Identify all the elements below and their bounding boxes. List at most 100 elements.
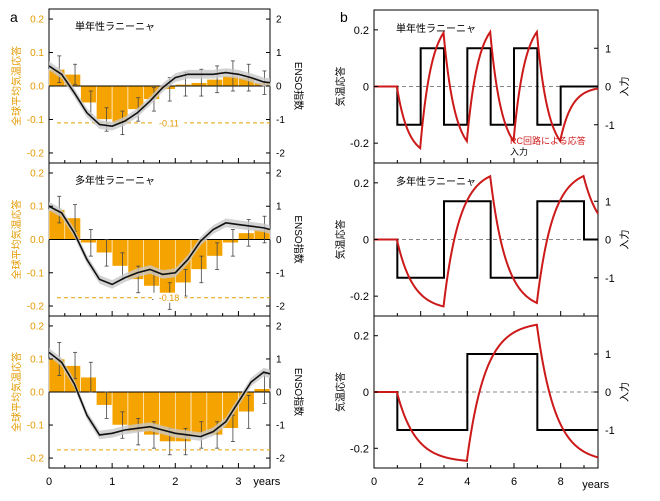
y2-tick-label: -1 [276, 115, 285, 126]
y-axis-title: 全球平均気温応答 [10, 200, 23, 280]
y2-tick-label: 0 [605, 235, 611, 247]
y2-tick-label: -1 [605, 425, 615, 437]
y-tick-label: 0.0 [30, 82, 44, 93]
enso-line [48, 65, 271, 127]
x-axis-title: years [582, 479, 609, 491]
bar [96, 85, 113, 120]
y-tick-label: 0.2 [354, 331, 369, 343]
y2-tick-label: 1 [605, 349, 611, 361]
y2-axis-title: ENSO指数 [292, 62, 305, 110]
legend-rc-label: RC回路による応答 [510, 135, 586, 146]
y2-axis-title: 入力 [618, 230, 631, 250]
reference-label-bg [153, 292, 185, 303]
y2-tick-label: -1 [605, 120, 615, 132]
bar [190, 391, 208, 436]
x-tick-label: 1 [109, 476, 115, 488]
panel-label-b: b [340, 9, 348, 25]
chart-a3: 0.2 0.1 0.0 -0.1 -0.2 2 1 0 -1 -2 全球平均気温応答 ENSO指数 0 1… [10, 315, 305, 488]
chart-title: 多年性ラニーニャ [75, 174, 155, 187]
y2-tick-label: 2 [276, 321, 282, 332]
chart-title: 多年性ラニーニャ [396, 175, 476, 188]
enso-line [48, 205, 271, 286]
panel-a: -0.1 1 0.2 0.1 0.0 -0.1 -0.2 2 1 0 -1 -2 全球平均気温応答 ENS… [10, 8, 305, 488]
panel-label-a: a [10, 9, 18, 25]
y2-tick-label: -1 [605, 273, 615, 285]
legend-input-label: 入力 [510, 146, 528, 157]
x-tick-label: 8 [558, 476, 564, 488]
y-tick-label: -0.1 [27, 268, 45, 279]
y2-tick-label: 1 [605, 43, 611, 55]
y2-tick-label: -2 [276, 302, 285, 313]
chart-title: 単年性ラニーニャ [75, 20, 155, 33]
input-step-line [374, 47, 598, 126]
y-tick-label: 0.0 [30, 388, 44, 399]
y2-tick-label: 2 [276, 168, 282, 179]
y-tick-label: 0 [363, 82, 369, 94]
y-axis-title: 全球平均気温応答 [10, 352, 23, 432]
y2-tick-label: 0 [605, 82, 611, 94]
bar [206, 239, 223, 257]
y-tick-label: 0.1 [30, 48, 44, 59]
x-tick-label: 2 [172, 476, 178, 488]
y-tick-label: 0 [363, 235, 369, 247]
bar [80, 376, 97, 393]
y-tick-label: 0.1 [30, 354, 44, 365]
bar [80, 85, 97, 104]
reference-label-bg [153, 117, 185, 128]
bar [96, 239, 113, 254]
y2-tick-label: 0 [276, 82, 282, 93]
enso-band [49, 201, 270, 289]
reference-label: -0.18 [159, 293, 180, 303]
bar [159, 239, 176, 297]
chart-a1: -0.11 0.2 0.1 0.0 -0.1 -0.2 2 1 0 -1 -2 全球平均気温応答 ENS… [10, 8, 305, 164]
rc-response-line [374, 29, 599, 151]
y-tick-label: -0.2 [350, 291, 369, 303]
rc-response-line [374, 323, 599, 462]
chart-b3: 0.2 0 -0.2 1 0 -1 気温応答 入力 0 2 4 6 8 years [334, 315, 631, 491]
x-axis-title: years [253, 476, 280, 488]
bar [143, 239, 160, 287]
y2-tick-label: -2 [276, 148, 285, 159]
y-tick-label: 0.0 [30, 235, 44, 246]
y2-tick-label: 1 [605, 196, 611, 208]
bar [96, 391, 113, 406]
y-tick-label: 0.2 [30, 15, 44, 26]
y-tick-label: -0.1 [27, 421, 45, 432]
x-tick-label: 2 [418, 476, 424, 488]
x-tick-label: 0 [371, 476, 377, 488]
y-tick-label: -0.2 [27, 148, 45, 159]
bar [206, 79, 223, 87]
y2-tick-label: 0 [276, 235, 282, 246]
y2-axis-title: ENSO指数 [292, 368, 305, 416]
y2-tick-label: 0 [605, 387, 611, 399]
rc-response-line [374, 174, 599, 308]
y-tick-label: 0.2 [354, 178, 369, 190]
y2-tick-label: -1 [276, 421, 285, 432]
y-tick-label: -0.2 [350, 443, 369, 455]
x-tick-label: 0 [46, 476, 52, 488]
y2-tick-label: 1 [276, 48, 282, 59]
y2-tick-label: 1 [276, 354, 282, 365]
input-step-line [374, 200, 598, 279]
chart-title: 単年性ラニーニャ [396, 22, 476, 35]
y-axis-title: 全球平均気温応答 [10, 46, 23, 126]
y2-axis-title: ENSO指数 [292, 215, 305, 263]
y-tick-label: -0.2 [350, 138, 369, 150]
y2-tick-label: 2 [276, 15, 282, 26]
bar [190, 82, 208, 87]
y-tick-label: -0.2 [27, 302, 45, 313]
y-tick-label: 0.2 [30, 168, 44, 179]
y-tick-label: -0.1 [27, 115, 45, 126]
y-tick-label: 0 [363, 387, 369, 399]
input-step-line [374, 353, 598, 431]
y2-tick-label: 1 [276, 202, 282, 213]
y2-axis-title: 入力 [618, 382, 631, 402]
y-axis-title: 気温応答 [334, 372, 347, 412]
y-tick-label: -0.2 [27, 454, 45, 465]
enso-line [48, 351, 271, 438]
y2-tick-label: -2 [276, 454, 285, 465]
y-tick-label: 0.2 [30, 321, 44, 332]
